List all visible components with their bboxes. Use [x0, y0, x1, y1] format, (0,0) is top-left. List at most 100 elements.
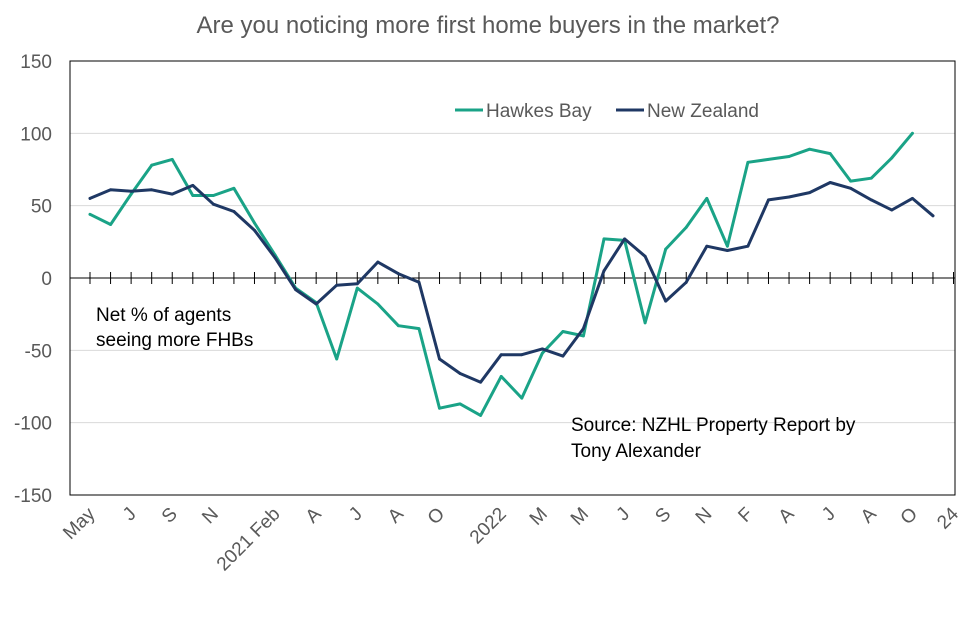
data-point	[273, 256, 277, 260]
data-point	[88, 197, 92, 200]
data-point	[869, 198, 873, 202]
x-tick-label: N	[692, 504, 717, 529]
y-tick-label: 0	[41, 269, 52, 290]
x-tick-label: 2022	[466, 504, 511, 549]
data-point	[911, 197, 914, 200]
series-lines	[88, 131, 935, 417]
data-point	[109, 223, 112, 226]
x-tick-label: M	[526, 504, 552, 530]
data-point	[458, 372, 462, 375]
data-point	[582, 334, 585, 338]
data-point	[540, 351, 544, 355]
data-point	[643, 254, 647, 258]
data-point	[417, 327, 421, 331]
source-annotation-line1: Source: NZHL Property Report by	[571, 415, 856, 436]
x-tick-label: S	[651, 504, 675, 528]
x-tick-label: J	[345, 504, 367, 526]
y-tick-label: -100	[14, 414, 52, 435]
x-tick-label: A	[775, 503, 799, 527]
data-point	[602, 269, 606, 273]
y-tick-label: 100	[20, 124, 52, 145]
x-tick-label: N	[198, 504, 223, 529]
data-point	[664, 299, 668, 303]
data-point	[705, 244, 709, 248]
data-point	[211, 194, 215, 197]
x-tick-label: J	[119, 504, 141, 526]
x-tick-label: O	[897, 504, 922, 529]
data-point	[150, 188, 154, 192]
legend-label-hawkes-bay: Hawkes Bay	[486, 101, 592, 122]
data-point	[417, 280, 421, 284]
x-tick-label: M	[567, 504, 593, 530]
data-point	[170, 157, 174, 161]
x-tick-label: S	[158, 504, 182, 528]
data-point	[828, 181, 832, 184]
data-point	[191, 194, 195, 197]
data-point	[170, 192, 174, 196]
data-point	[561, 330, 565, 333]
data-point	[129, 192, 133, 196]
data-point	[232, 186, 236, 190]
legend-label-new-zealand: New Zealand	[647, 101, 759, 122]
x-tick-label: J	[818, 504, 840, 526]
x-tick-label: 2021 Feb	[213, 504, 285, 576]
data-point	[355, 286, 359, 290]
chart-title: Are you noticing more first home buyers …	[197, 12, 780, 39]
x-tick-label: O	[424, 504, 449, 529]
data-point	[582, 327, 585, 331]
x-tick-label: F	[734, 504, 757, 527]
data-point	[499, 353, 503, 357]
data-point	[335, 283, 339, 287]
y-axis-ticks: 150 100 50 0 -50 -100 -150	[14, 52, 52, 507]
x-tick-label: 24	[933, 503, 963, 533]
data-point	[664, 247, 668, 251]
data-point	[438, 406, 441, 410]
data-point	[150, 163, 154, 167]
data-point	[725, 244, 729, 248]
data-point	[314, 302, 318, 306]
data-point	[623, 237, 626, 241]
x-tick-label: May	[59, 503, 100, 544]
x-axis-zero-line	[70, 272, 955, 284]
y-tick-label: -150	[14, 486, 52, 507]
data-point	[211, 202, 215, 206]
source-annotation-line2: Tony Alexander	[571, 441, 702, 462]
y-tick-label: 150	[20, 52, 52, 73]
data-point	[808, 191, 811, 195]
data-point	[397, 272, 400, 276]
data-point	[849, 186, 853, 190]
data-point	[88, 212, 92, 216]
data-point	[849, 179, 853, 183]
data-point	[725, 249, 729, 252]
data-point	[129, 189, 133, 193]
data-point	[787, 195, 791, 199]
data-point	[684, 280, 688, 284]
data-point	[355, 282, 359, 286]
data-point	[458, 402, 462, 406]
data-point	[808, 147, 811, 151]
data-point	[828, 152, 832, 155]
data-point	[479, 414, 483, 417]
data-point	[602, 237, 606, 241]
x-tick-label: J	[613, 504, 635, 526]
data-point	[890, 208, 894, 212]
data-point	[787, 155, 791, 158]
x-tick-label: A	[302, 503, 326, 527]
x-tick-label: A	[857, 503, 881, 527]
data-point	[911, 131, 914, 135]
legend: Hawkes Bay New Zealand	[455, 101, 759, 122]
net-percent-annotation-line2: seeing more FHBs	[96, 330, 253, 351]
data-point	[191, 184, 195, 187]
data-point	[684, 225, 688, 229]
data-point	[890, 156, 894, 160]
net-percent-annotation-line1: Net % of agents	[96, 305, 231, 326]
data-point	[397, 324, 400, 328]
data-point	[479, 380, 483, 384]
data-point	[253, 221, 256, 225]
data-point	[438, 357, 441, 361]
y-tick-label: -50	[25, 341, 52, 362]
data-point	[767, 198, 770, 202]
